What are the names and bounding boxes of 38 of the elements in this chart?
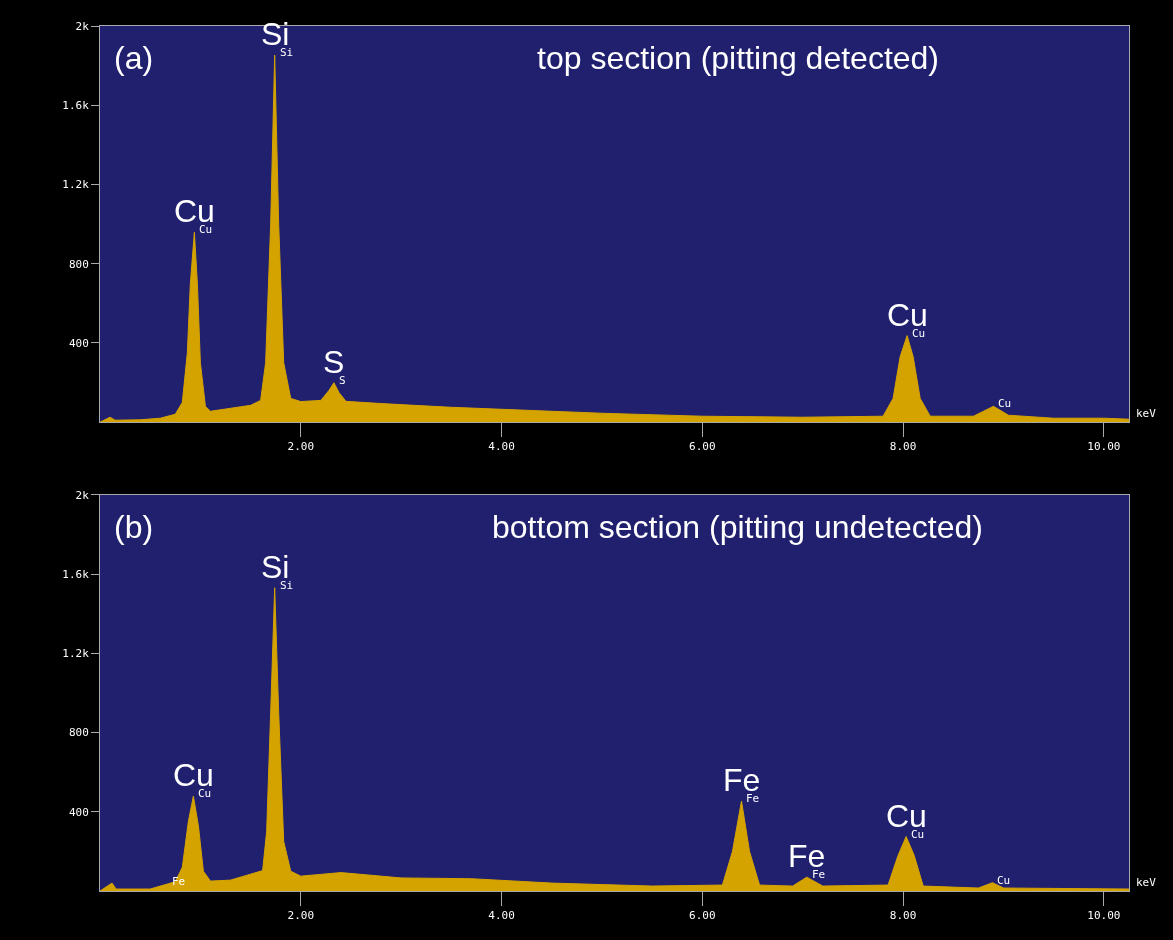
y-tick-label: 2k	[75, 488, 90, 502]
text: top section (pitting detected)	[537, 40, 940, 76]
x-tick-label: 4.00	[488, 440, 515, 454]
y-tick-label: 400	[68, 336, 89, 350]
annotation: (a)	[114, 40, 154, 76]
y-tick-label: 800	[68, 257, 89, 271]
x-tick-label: 10.00	[1087, 909, 1121, 923]
x-axis-title: keV	[1136, 876, 1157, 889]
x-tick-label: 6.00	[689, 909, 716, 923]
y-tick-label: 1.6k	[62, 567, 90, 581]
y-tick-label: 1.2k	[62, 647, 90, 661]
x-tick-label: 8.00	[889, 440, 917, 454]
annotation: (b)	[114, 509, 154, 545]
y-tick-label: 1.2k	[62, 178, 90, 192]
x-tick-label: 6.00	[689, 440, 716, 454]
y-tick-label: 400	[68, 805, 89, 819]
annotation: Fe	[812, 868, 826, 881]
annotation: Si	[280, 579, 294, 592]
annotation: Cu	[199, 223, 213, 236]
y-tick-label: 2k	[75, 19, 90, 33]
annotation: S	[339, 374, 346, 387]
x-tick-label: 2.00	[287, 440, 315, 454]
annotation: Fe	[172, 875, 186, 888]
annotation: Cu	[998, 397, 1012, 410]
annotation: Cu	[911, 828, 925, 841]
annotation: Cu	[198, 787, 212, 800]
x-tick-label: 10.00	[1087, 440, 1121, 454]
x-tick-label: 4.00	[488, 909, 515, 923]
text: bottom section (pitting undetected)	[492, 509, 983, 545]
y-tick-label: 800	[68, 726, 89, 740]
x-tick-label: 2.00	[287, 909, 315, 923]
x-axis-title: keV	[1136, 407, 1157, 420]
annotation: Fe	[746, 792, 760, 805]
x-tick-label: 8.00	[889, 909, 917, 923]
annotation: Cu	[997, 874, 1011, 887]
y-tick-label: 1.6k	[62, 99, 90, 113]
annotation: Si	[280, 46, 294, 59]
annotation: Cu	[912, 327, 926, 340]
